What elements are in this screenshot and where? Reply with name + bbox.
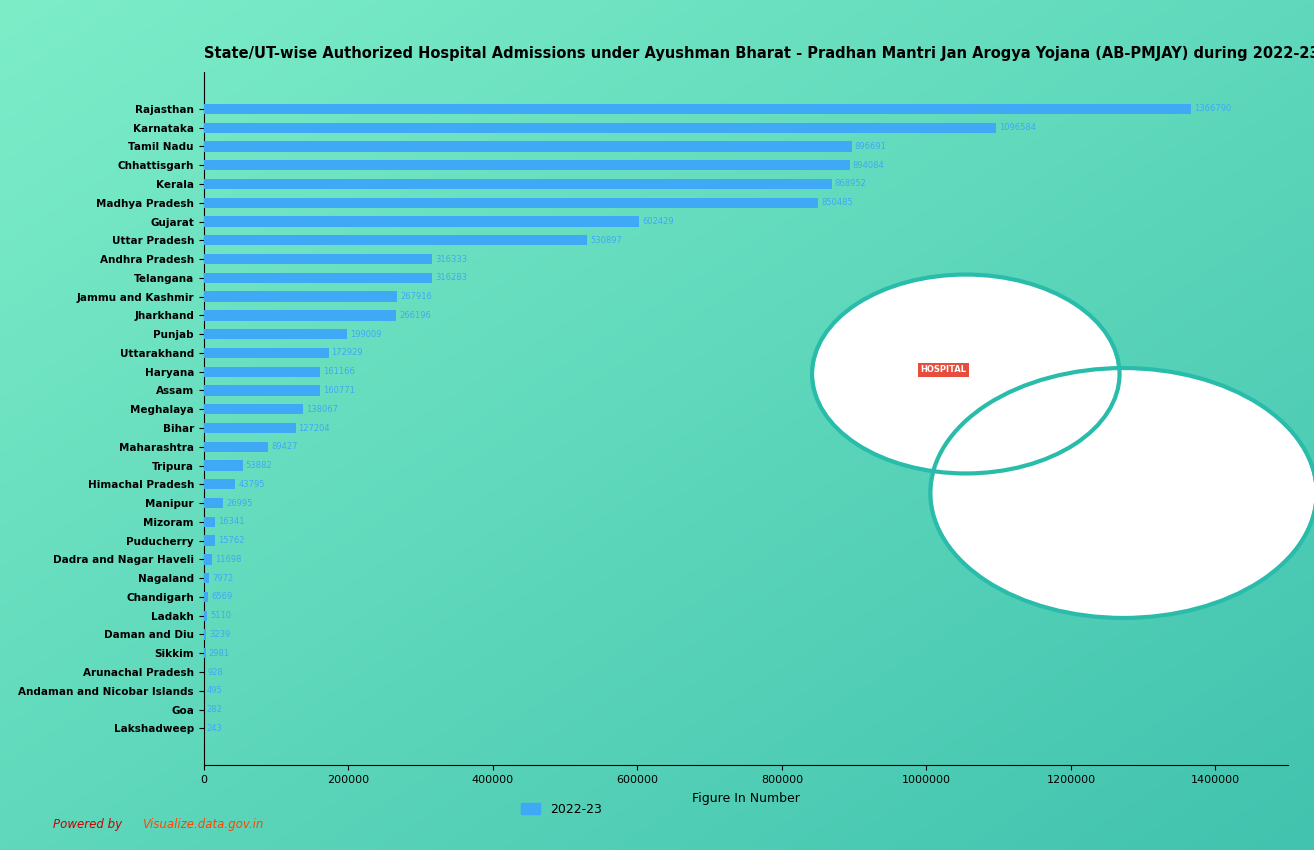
Text: Visualize.data.gov.in: Visualize.data.gov.in <box>142 819 263 831</box>
Bar <box>204 554 212 564</box>
Text: 16341: 16341 <box>218 518 244 526</box>
Bar <box>204 292 397 302</box>
Text: 199009: 199009 <box>351 330 382 338</box>
Text: 868952: 868952 <box>834 179 866 189</box>
Text: 6569: 6569 <box>212 592 233 602</box>
Text: 316333: 316333 <box>435 254 468 264</box>
Bar <box>204 141 851 151</box>
Text: 5110: 5110 <box>210 611 231 620</box>
Bar <box>204 648 206 659</box>
Bar <box>204 348 328 358</box>
Text: 3239: 3239 <box>209 630 230 639</box>
Legend: 2022-23: 2022-23 <box>516 798 607 821</box>
Text: 850485: 850485 <box>821 198 853 207</box>
Text: 928: 928 <box>208 667 223 677</box>
Text: 7972: 7972 <box>213 574 234 583</box>
Text: 15762: 15762 <box>218 536 244 545</box>
Bar <box>204 498 223 508</box>
Text: 2981: 2981 <box>209 649 230 658</box>
Text: 894084: 894084 <box>853 161 884 170</box>
Text: 138067: 138067 <box>306 405 338 414</box>
Text: 1366790: 1366790 <box>1194 105 1231 113</box>
Text: 172929: 172929 <box>331 348 363 358</box>
Text: 89427: 89427 <box>271 442 298 451</box>
Text: 1096584: 1096584 <box>999 123 1035 132</box>
Text: 602429: 602429 <box>643 217 674 226</box>
Bar <box>204 366 321 377</box>
Bar <box>204 178 832 190</box>
X-axis label: Figure In Number: Figure In Number <box>691 791 800 805</box>
Text: 26995: 26995 <box>226 499 252 507</box>
Text: 495: 495 <box>206 686 222 695</box>
Text: 316283: 316283 <box>435 274 468 282</box>
Bar <box>204 310 396 320</box>
Bar <box>204 536 215 546</box>
Bar <box>204 629 206 640</box>
Text: HOSPITAL: HOSPITAL <box>920 366 967 374</box>
Bar <box>204 610 208 620</box>
Text: 896691: 896691 <box>854 142 887 151</box>
Bar <box>204 385 319 395</box>
Bar <box>204 197 819 208</box>
Bar <box>204 573 209 583</box>
Text: 127204: 127204 <box>298 423 330 433</box>
Text: State/UT-wise Authorized Hospital Admissions under Ayushman Bharat - Pradhan Man: State/UT-wise Authorized Hospital Admiss… <box>204 47 1314 61</box>
Bar <box>204 442 268 452</box>
Text: 530897: 530897 <box>590 235 622 245</box>
Bar <box>204 461 243 471</box>
Bar <box>204 122 996 133</box>
Text: 243: 243 <box>206 724 222 733</box>
Bar <box>204 273 432 283</box>
Text: 161166: 161166 <box>323 367 355 377</box>
Text: 282: 282 <box>206 706 222 714</box>
Bar <box>204 517 215 527</box>
Text: 267916: 267916 <box>401 292 432 301</box>
Text: 160771: 160771 <box>323 386 355 395</box>
Bar <box>204 254 432 264</box>
Text: Powered by: Powered by <box>53 819 125 831</box>
Bar <box>204 235 587 246</box>
Bar <box>204 422 296 434</box>
Bar <box>204 329 347 339</box>
Bar <box>204 592 209 602</box>
Bar <box>204 217 639 227</box>
Text: 43795: 43795 <box>238 479 264 489</box>
Text: 53882: 53882 <box>246 461 272 470</box>
Bar <box>204 104 1192 114</box>
Bar <box>204 404 304 415</box>
Bar <box>204 160 850 170</box>
Text: 266196: 266196 <box>399 311 431 320</box>
Text: 11698: 11698 <box>215 555 242 564</box>
Bar <box>204 479 235 490</box>
